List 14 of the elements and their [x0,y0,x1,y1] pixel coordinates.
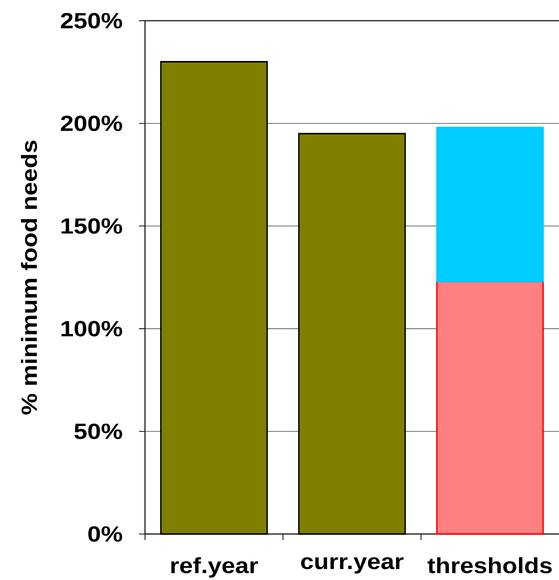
x-tick-label: ref.year [171,557,258,578]
bar [160,61,268,535]
bar [436,280,544,535]
y-tick-label: 100% [62,320,122,336]
y-tick-label: 200% [60,116,122,132]
x-tick-label: curr.year [301,557,404,574]
y-tick-label: 0% [88,526,122,542]
y-axis-title: % minimum food needs [20,140,38,414]
bar [298,132,406,535]
bar [436,126,544,282]
y-tick-label: 50% [74,424,122,440]
y-tick-label: 250% [60,12,122,28]
y-tick-label: 150% [62,218,122,234]
x-tick-label: thresholds [428,557,552,574]
